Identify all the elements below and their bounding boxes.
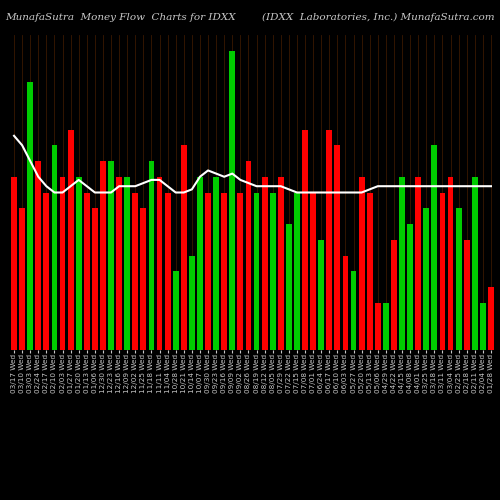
Bar	[472, 177, 478, 350]
Bar	[164, 192, 170, 350]
Bar	[148, 161, 154, 350]
Bar	[68, 130, 73, 350]
Bar	[440, 192, 446, 350]
Bar	[407, 224, 413, 350]
Bar	[84, 192, 89, 350]
Bar	[124, 177, 130, 350]
Bar	[52, 145, 58, 350]
Bar	[424, 208, 429, 350]
Text: (IDXX  Laboratories, Inc.) MunafaSutra.com: (IDXX Laboratories, Inc.) MunafaSutra.co…	[262, 12, 495, 22]
Bar	[108, 161, 114, 350]
Bar	[205, 192, 211, 350]
Bar	[76, 177, 82, 350]
Bar	[342, 256, 348, 350]
Bar	[189, 256, 195, 350]
Bar	[100, 161, 106, 350]
Bar	[480, 303, 486, 350]
Bar	[262, 177, 268, 350]
Bar	[399, 177, 405, 350]
Bar	[278, 177, 283, 350]
Bar	[11, 177, 17, 350]
Bar	[254, 192, 260, 350]
Bar	[302, 130, 308, 350]
Bar	[173, 271, 178, 350]
Bar	[44, 192, 50, 350]
Bar	[270, 192, 276, 350]
Bar	[318, 240, 324, 350]
Bar	[92, 208, 98, 350]
Bar	[286, 224, 292, 350]
Bar	[432, 145, 438, 350]
Bar	[416, 177, 421, 350]
Bar	[213, 177, 219, 350]
Bar	[60, 177, 66, 350]
Bar	[488, 287, 494, 350]
Bar	[294, 192, 300, 350]
Bar	[116, 177, 122, 350]
Bar	[246, 161, 252, 350]
Bar	[367, 192, 372, 350]
Bar	[391, 240, 397, 350]
Bar	[383, 303, 389, 350]
Bar	[222, 192, 227, 350]
Bar	[358, 177, 364, 350]
Bar	[456, 208, 462, 350]
Bar	[334, 145, 340, 350]
Bar	[464, 240, 469, 350]
Bar	[156, 177, 162, 350]
Bar	[140, 208, 146, 350]
Bar	[350, 271, 356, 350]
Bar	[36, 161, 41, 350]
Bar	[326, 130, 332, 350]
Bar	[132, 192, 138, 350]
Bar	[28, 82, 33, 350]
Bar	[230, 51, 235, 350]
Bar	[181, 145, 186, 350]
Text: MunafaSutra  Money Flow  Charts for IDXX: MunafaSutra Money Flow Charts for IDXX	[5, 12, 235, 22]
Bar	[19, 208, 25, 350]
Bar	[375, 303, 380, 350]
Bar	[448, 177, 454, 350]
Bar	[310, 192, 316, 350]
Bar	[197, 177, 203, 350]
Bar	[238, 192, 244, 350]
